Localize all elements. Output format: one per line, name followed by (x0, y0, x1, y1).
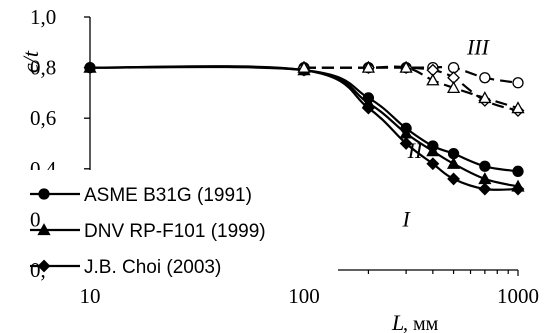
x-tick-label-0: 10 (80, 284, 101, 308)
legend-box (18, 170, 338, 280)
x-axis-unit: , мм (403, 313, 439, 333)
legend-marker-1 (37, 223, 51, 236)
legend-label-2: J.B. Choi (2003) (84, 257, 221, 278)
legend-backdrop (18, 170, 338, 280)
series-layer (83, 60, 525, 196)
series-5-point-2 (399, 60, 413, 73)
series-5 (297, 60, 525, 114)
x-tick-label-2: 1000 (497, 284, 539, 308)
region-label-1: II (407, 138, 424, 163)
legend-label-1: DNV RP-F101 (1999) (84, 221, 266, 242)
series-1-point-5 (446, 156, 461, 169)
y-tick-label-2: 0,6 (30, 106, 56, 130)
series-3-point-5 (479, 72, 491, 84)
series-0-point-7 (512, 165, 524, 177)
legend: ASME B31G (1991) DNV RP-F101 (1999) J.B. C… (30, 185, 266, 282)
region-label-2: III (466, 34, 491, 59)
series-5-point-4 (446, 80, 461, 93)
series-2-point-6 (478, 182, 492, 196)
series-3-point-4 (447, 61, 460, 74)
series-5-point-1 (361, 60, 376, 73)
series-2-point-3 (399, 137, 413, 150)
series-2-point-2 (362, 101, 375, 115)
legend-marker-0 (38, 188, 50, 200)
legend-item-0: ASME B31G (1991) (30, 185, 252, 206)
series-2 (83, 61, 525, 196)
legend-label-0: ASME B31G (1991) (84, 185, 252, 206)
series-5-point-3 (426, 73, 440, 86)
region-label-0: I (401, 206, 411, 231)
legend-item-1: DNV RP-F101 (1999) (30, 221, 266, 242)
legend-marker-2 (37, 259, 51, 273)
series-2-point-5 (447, 172, 460, 186)
series-0-point-6 (479, 160, 491, 172)
x-axis-title: L (391, 310, 404, 333)
series-3-point-6 (512, 77, 524, 89)
y-tick-label-0: 1,0 (30, 5, 56, 29)
series-5-point-5 (478, 91, 492, 104)
series-5-point-0 (297, 60, 311, 73)
legend-item-2: J.B. Choi (2003) (30, 257, 221, 278)
series-1-point-4 (426, 144, 440, 157)
x-tick-label-1: 100 (288, 284, 320, 308)
series-5-point-6 (511, 101, 525, 114)
y-axis-title: c/t (18, 50, 43, 73)
series-2-point-0 (83, 61, 97, 75)
series-2-point-7 (511, 182, 525, 196)
series-2-point-4 (426, 157, 440, 171)
y-tick-label-1: 0,8 (30, 56, 56, 80)
y-tick-label-front-4: 0 (30, 207, 41, 231)
y-tick-label-front-5: 0, (30, 258, 46, 282)
